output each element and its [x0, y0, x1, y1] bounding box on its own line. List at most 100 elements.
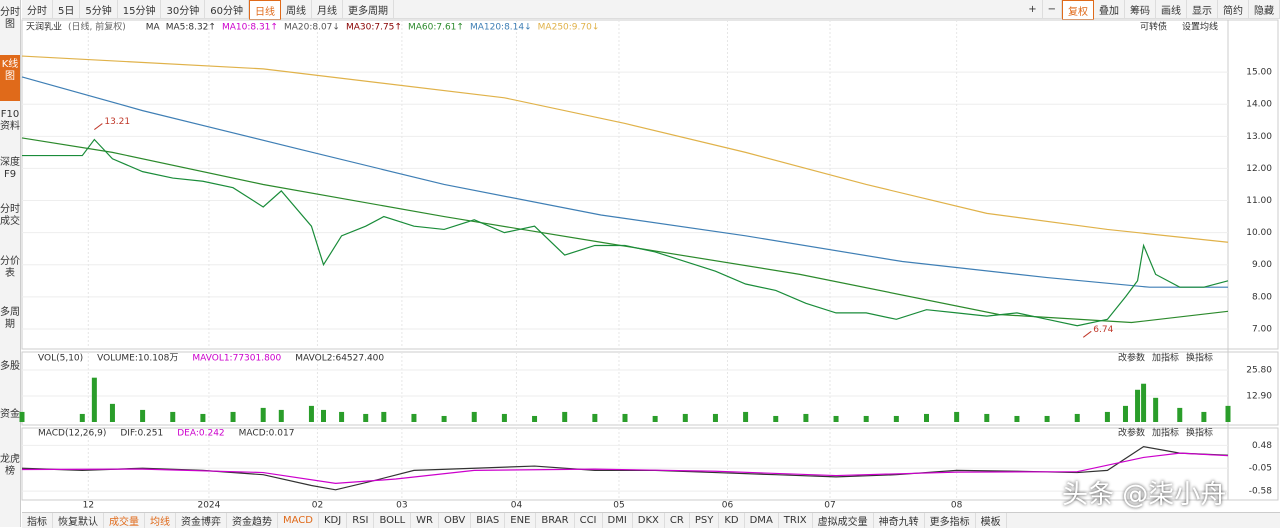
- header-link: 可转债: [1140, 21, 1167, 33]
- side-tab[interactable]: 多股: [0, 361, 20, 372]
- indicator-tab[interactable]: DKX: [633, 513, 665, 528]
- tool-button[interactable]: +: [1023, 0, 1043, 18]
- series-line: [21, 55, 1229, 243]
- period-tab[interactable]: 60分钟: [205, 0, 249, 18]
- indicator-tab[interactable]: KD: [719, 513, 745, 528]
- period-tab[interactable]: 月线: [312, 0, 343, 18]
- period-tab[interactable]: 15分钟: [118, 0, 162, 18]
- indicator-tab[interactable]: 模板: [976, 513, 1007, 528]
- period-tab[interactable]: 分时: [22, 0, 53, 18]
- indicator-tab[interactable]: 指标: [22, 513, 53, 528]
- volume-bar: [984, 413, 990, 422]
- indicator-tab[interactable]: 更多指标: [925, 513, 976, 528]
- indicator-tab[interactable]: 资金趋势: [227, 513, 278, 528]
- side-tab[interactable]: F10资料: [0, 109, 20, 132]
- stock-name: 天润乳业: [26, 21, 62, 33]
- y-tick-label: 9.00: [1252, 260, 1272, 270]
- indicator-tab[interactable]: BRAR: [536, 513, 575, 528]
- indicator-value: MACD(12,26,9): [38, 429, 106, 439]
- indicator-tab[interactable]: DMA: [745, 513, 779, 528]
- y-tick-label: 14.00: [1246, 100, 1272, 110]
- series-line: [21, 452, 1229, 484]
- volume-bar: [381, 411, 387, 422]
- period-tab[interactable]: 周线: [281, 0, 312, 18]
- side-tab[interactable]: 龙虎榜: [0, 454, 20, 477]
- indicator-tab[interactable]: BIAS: [471, 513, 506, 528]
- volume-bar: [1225, 405, 1231, 422]
- side-tab[interactable]: 分时图: [0, 7, 20, 30]
- volume-bar: [79, 413, 85, 422]
- annotation: 6.74: [1093, 325, 1113, 335]
- side-tab[interactable]: 深度F9: [0, 157, 20, 180]
- series-line: [21, 137, 1229, 324]
- y-tick-label: 25.80: [1246, 366, 1272, 376]
- side-tab[interactable]: 分时成交: [0, 204, 20, 227]
- volume-bar: [1104, 411, 1110, 422]
- indicator-button: 换指标: [1186, 352, 1213, 364]
- indicator-tab[interactable]: MACD: [278, 513, 319, 528]
- period-tab[interactable]: 30分钟: [161, 0, 206, 18]
- indicator-tab[interactable]: PSY: [690, 513, 720, 528]
- y-tick-label: -0.05: [1249, 464, 1272, 474]
- tool-button[interactable]: 筹码: [1125, 0, 1156, 18]
- tool-button[interactable]: 画线: [1156, 0, 1187, 18]
- indicator-tab[interactable]: 资金博弈: [176, 513, 227, 528]
- indicator-tab[interactable]: OBV: [439, 513, 472, 528]
- ma-legend: MA120:8.14↓: [470, 23, 532, 33]
- indicator-tab[interactable]: RSI: [347, 513, 375, 528]
- volume-bar: [1044, 415, 1050, 422]
- indicator-tab[interactable]: CR: [665, 513, 690, 528]
- indicator-tab[interactable]: 成交量: [104, 513, 145, 528]
- volume-bar: [308, 405, 314, 422]
- indicator-value: MAVOL1:77301.800: [192, 354, 281, 364]
- side-tab[interactable]: K线图: [0, 55, 20, 101]
- volume-bar: [411, 413, 417, 422]
- x-tick-label: 05: [613, 501, 624, 511]
- sidebar: 分时图 K线图 F10资料深度F9 分时成交分价表多周期多股资金龙虎榜: [0, 0, 21, 527]
- indicator-tab[interactable]: BOLL: [374, 513, 412, 528]
- series-line: [22, 138, 1229, 327]
- tool-button[interactable]: 简约: [1218, 0, 1249, 18]
- series-line: [21, 446, 1229, 491]
- volume-bar: [592, 413, 598, 422]
- indicator-button: 换指标: [1186, 427, 1213, 439]
- tool-button[interactable]: −: [1043, 0, 1062, 18]
- indicator-tab[interactable]: TRIX: [779, 513, 813, 528]
- side-tab[interactable]: 多周期: [0, 307, 20, 330]
- indicator-button: 改参数: [1118, 427, 1145, 439]
- volume-bar: [712, 413, 718, 422]
- volume-bar: [441, 415, 447, 422]
- annotation-leader: [1082, 330, 1092, 338]
- tool-button[interactable]: 显示: [1187, 0, 1218, 18]
- indicator-tab[interactable]: 均线: [145, 513, 176, 528]
- y-tick-label: 15.00: [1246, 68, 1272, 78]
- period-tab[interactable]: 5日: [53, 0, 81, 18]
- indicator-button: 加指标: [1152, 352, 1179, 364]
- indicator-tab[interactable]: WR: [411, 513, 439, 528]
- indicator-tab[interactable]: ENE: [505, 513, 537, 528]
- volume-bar: [140, 409, 146, 422]
- tool-button[interactable]: 叠加: [1094, 0, 1125, 18]
- volume-bar: [1201, 411, 1207, 422]
- x-tick-label: 2024: [197, 501, 220, 511]
- indicator-tab[interactable]: CCI: [575, 513, 603, 528]
- indicator-value: VOL(5,10): [38, 354, 83, 364]
- volume-bar: [652, 415, 658, 422]
- indicator-tab[interactable]: 虚拟成交量: [813, 513, 874, 528]
- period-tab[interactable]: 更多周期: [343, 0, 394, 18]
- y-tick-label: 12.00: [1246, 164, 1272, 174]
- ma-legend: MA20:8.07↓: [284, 23, 340, 33]
- indicator-value: MAVOL2:64527.400: [295, 354, 384, 364]
- indicator-tab[interactable]: DMI: [603, 513, 633, 528]
- indicator-tab[interactable]: 恢复默认: [53, 513, 104, 528]
- indicator-tab[interactable]: KDJ: [319, 513, 348, 528]
- x-tick-label: 12: [83, 501, 94, 511]
- period-tab[interactable]: 5分钟: [80, 0, 118, 18]
- ma-legend: MA5:8.32↑: [166, 23, 216, 33]
- ma-legend: MA10:8.31↑: [222, 23, 278, 33]
- side-tab[interactable]: 资金: [0, 409, 20, 420]
- indicator-tab[interactable]: 神奇九转: [874, 513, 925, 528]
- ma-legend: MA: [146, 23, 161, 33]
- side-tab[interactable]: 分价表: [0, 256, 20, 279]
